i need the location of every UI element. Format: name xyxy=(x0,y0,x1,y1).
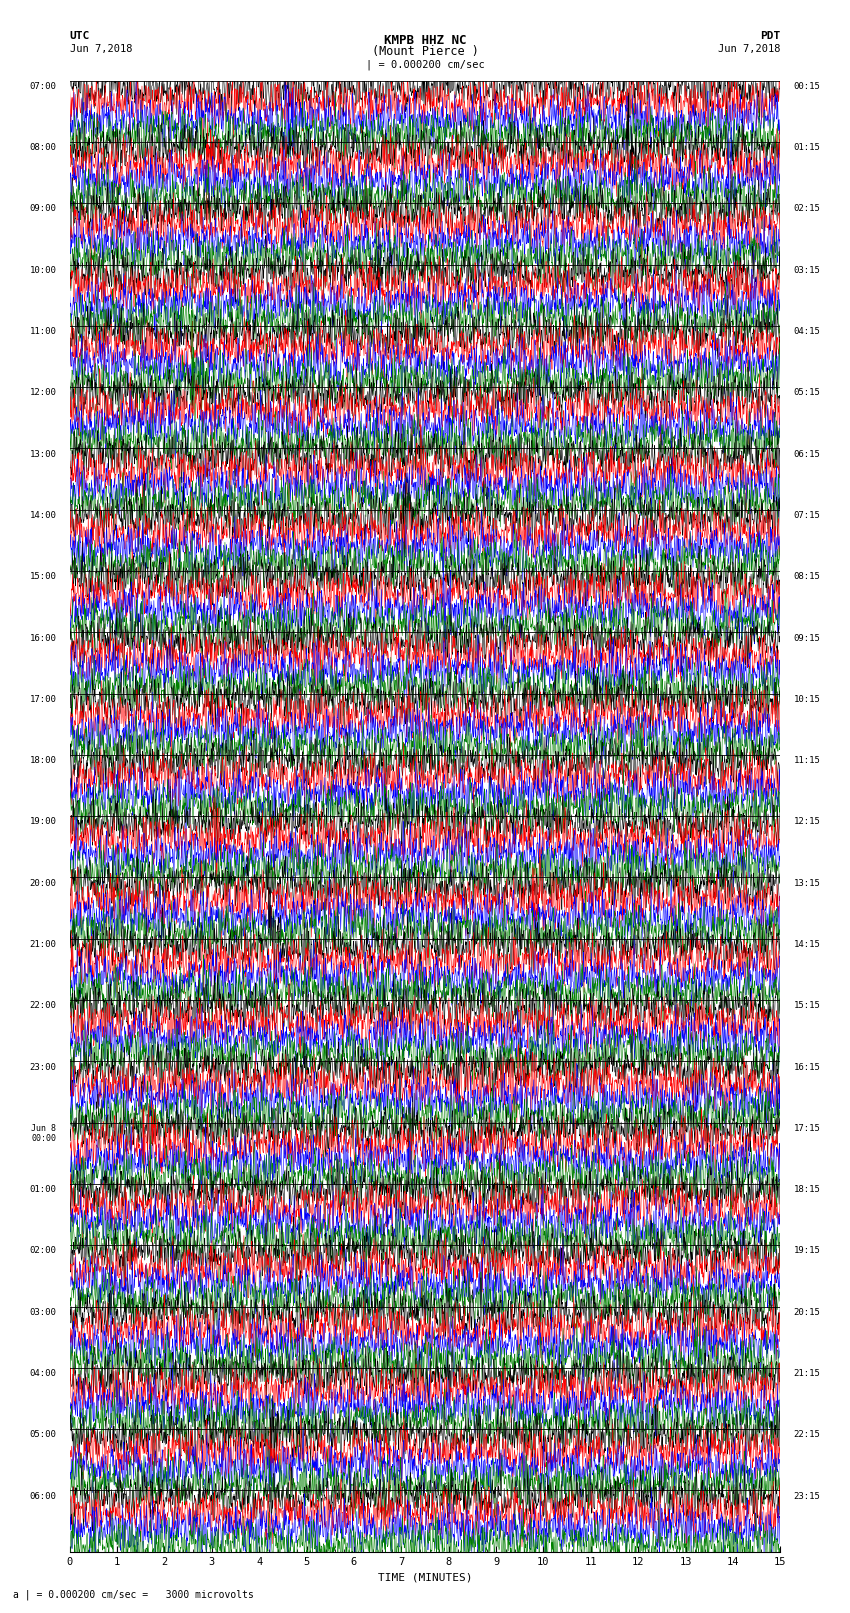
Text: 04:00: 04:00 xyxy=(30,1369,56,1378)
Text: a | = 0.000200 cm/sec =   3000 microvolts: a | = 0.000200 cm/sec = 3000 microvolts xyxy=(13,1589,253,1600)
Text: 09:15: 09:15 xyxy=(794,634,820,642)
Text: 11:15: 11:15 xyxy=(794,756,820,765)
Text: 06:00: 06:00 xyxy=(30,1492,56,1500)
Text: 13:15: 13:15 xyxy=(794,879,820,887)
Text: 15:00: 15:00 xyxy=(30,573,56,581)
Text: 16:00: 16:00 xyxy=(30,634,56,642)
Text: 13:00: 13:00 xyxy=(30,450,56,458)
Text: | = 0.000200 cm/sec: | = 0.000200 cm/sec xyxy=(366,60,484,71)
Text: 14:00: 14:00 xyxy=(30,511,56,519)
Text: 21:00: 21:00 xyxy=(30,940,56,948)
Text: 03:00: 03:00 xyxy=(30,1308,56,1316)
Text: 14:15: 14:15 xyxy=(794,940,820,948)
Text: 05:15: 05:15 xyxy=(794,389,820,397)
Text: Jun 7,2018: Jun 7,2018 xyxy=(717,44,780,53)
Text: 18:15: 18:15 xyxy=(794,1186,820,1194)
Text: Jun 8
00:00: Jun 8 00:00 xyxy=(31,1124,56,1144)
Text: 08:00: 08:00 xyxy=(30,144,56,152)
Text: 07:15: 07:15 xyxy=(794,511,820,519)
Text: 10:00: 10:00 xyxy=(30,266,56,274)
Text: 02:00: 02:00 xyxy=(30,1247,56,1255)
Text: 09:00: 09:00 xyxy=(30,205,56,213)
Text: 01:15: 01:15 xyxy=(794,144,820,152)
Text: KMPB HHZ NC: KMPB HHZ NC xyxy=(383,34,467,47)
Text: 22:15: 22:15 xyxy=(794,1431,820,1439)
Text: 19:15: 19:15 xyxy=(794,1247,820,1255)
Text: 17:00: 17:00 xyxy=(30,695,56,703)
Text: 00:15: 00:15 xyxy=(794,82,820,90)
Text: 15:15: 15:15 xyxy=(794,1002,820,1010)
Text: 08:15: 08:15 xyxy=(794,573,820,581)
Text: 01:00: 01:00 xyxy=(30,1186,56,1194)
Text: 02:15: 02:15 xyxy=(794,205,820,213)
Text: 11:00: 11:00 xyxy=(30,327,56,336)
Text: 18:00: 18:00 xyxy=(30,756,56,765)
Text: 22:00: 22:00 xyxy=(30,1002,56,1010)
Text: 23:15: 23:15 xyxy=(794,1492,820,1500)
Text: 19:00: 19:00 xyxy=(30,818,56,826)
Text: (Mount Pierce ): (Mount Pierce ) xyxy=(371,45,479,58)
Text: Jun 7,2018: Jun 7,2018 xyxy=(70,44,133,53)
X-axis label: TIME (MINUTES): TIME (MINUTES) xyxy=(377,1573,473,1582)
Text: 05:00: 05:00 xyxy=(30,1431,56,1439)
Text: 12:00: 12:00 xyxy=(30,389,56,397)
Text: 17:15: 17:15 xyxy=(794,1124,820,1132)
Text: 23:00: 23:00 xyxy=(30,1063,56,1071)
Text: 12:15: 12:15 xyxy=(794,818,820,826)
Text: UTC: UTC xyxy=(70,31,90,40)
Text: 03:15: 03:15 xyxy=(794,266,820,274)
Text: 06:15: 06:15 xyxy=(794,450,820,458)
Text: 10:15: 10:15 xyxy=(794,695,820,703)
Text: 16:15: 16:15 xyxy=(794,1063,820,1071)
Text: 04:15: 04:15 xyxy=(794,327,820,336)
Text: 20:15: 20:15 xyxy=(794,1308,820,1316)
Text: 21:15: 21:15 xyxy=(794,1369,820,1378)
Text: 20:00: 20:00 xyxy=(30,879,56,887)
Text: PDT: PDT xyxy=(760,31,780,40)
Text: 07:00: 07:00 xyxy=(30,82,56,90)
